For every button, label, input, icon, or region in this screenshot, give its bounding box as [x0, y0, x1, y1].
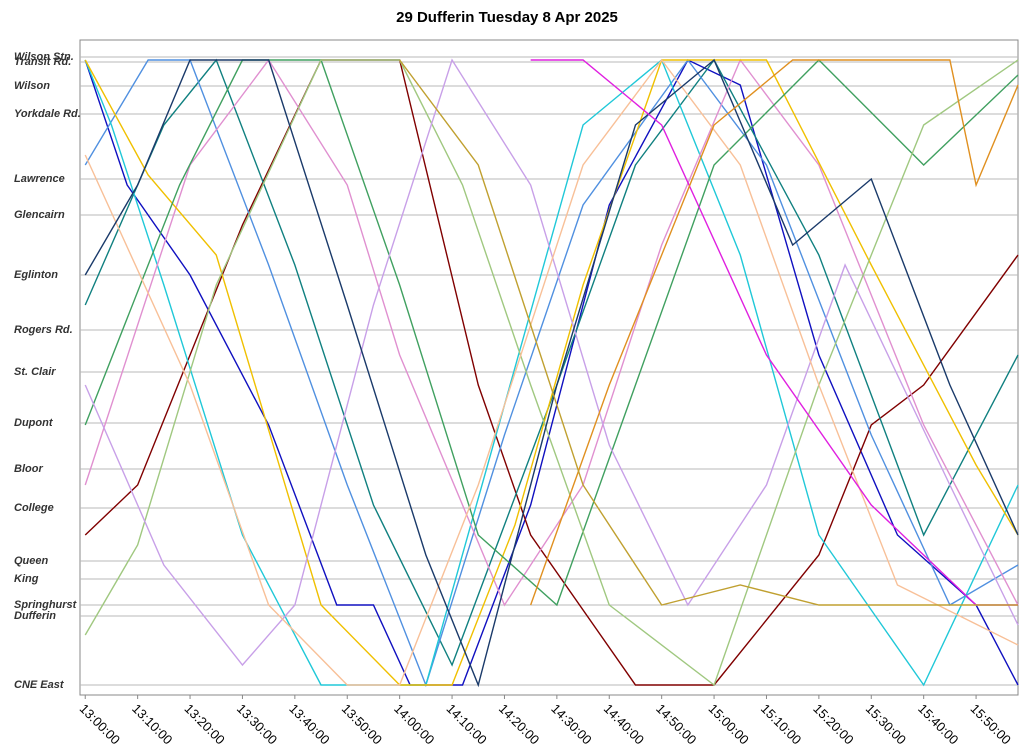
vehicle-trace — [530, 59, 1019, 606]
x-tick-label: 15:40:00 — [915, 701, 961, 746]
vehicle-trace — [84, 59, 1019, 687]
x-tick-label: 15:10:00 — [758, 701, 804, 746]
x-tick-label: 13:10:00 — [129, 701, 175, 746]
y-tick-label: Dufferin — [14, 610, 56, 622]
x-tick-label: 15:00:00 — [706, 701, 752, 746]
y-tick-label: Wilson Stn. — [14, 51, 74, 63]
vehicle-trace — [84, 59, 1019, 686]
y-tick-label: Springhurst — [14, 599, 78, 611]
x-tick-label: 13:30:00 — [234, 701, 280, 746]
y-tick-label: CNE East — [14, 679, 65, 691]
y-tick-label: King — [14, 573, 39, 585]
vehicle-trace — [84, 58, 1019, 607]
y-tick-label: Lawrence — [14, 173, 65, 185]
x-tick-label: 15:30:00 — [863, 701, 909, 746]
x-tick-label: 13:40:00 — [286, 701, 332, 746]
vehicle-trace — [399, 59, 1018, 606]
y-tick-label: College — [14, 502, 54, 514]
x-tick-label: 15:50:00 — [968, 701, 1014, 746]
vehicle-trace — [84, 59, 1019, 686]
y-tick-label: Queen — [14, 555, 49, 567]
y-tick-label: St. Clair — [14, 366, 56, 378]
y-tick-label: Glencairn — [14, 209, 65, 221]
vehicle-trace — [84, 58, 1019, 688]
vehicle-trace — [84, 58, 1019, 667]
vehicle-trace — [84, 59, 1019, 607]
x-tick-label: 14:30:00 — [548, 701, 594, 746]
x-tick-label: 13:00:00 — [77, 701, 123, 746]
y-tick-label: Yorkdale Rd. — [14, 108, 81, 120]
x-tick-label: 13:20:00 — [181, 701, 227, 746]
y-tick-label: Rogers Rd. — [14, 324, 73, 336]
x-tick-label: 13:50:00 — [339, 701, 385, 746]
x-tick-label: 14:50:00 — [653, 701, 699, 746]
y-tick-label: Transit Rd. — [14, 56, 71, 68]
plot-frame — [79, 39, 1019, 696]
chart-title: 29 Dufferin Tuesday 8 Apr 2025 — [396, 9, 618, 26]
vehicle-trace — [84, 59, 1019, 686]
y-tick-label: Eglinton — [14, 269, 58, 281]
x-tick-label: 15:20:00 — [810, 701, 856, 746]
vehicle-trace — [530, 59, 1018, 606]
x-tick-label: 14:10:00 — [444, 701, 490, 746]
y-tick-label: Bloor — [14, 463, 43, 475]
x-tick-label: 14:20:00 — [496, 701, 542, 746]
y-tick-label: Wilson — [14, 80, 50, 92]
x-tick-label: 14:40:00 — [601, 701, 647, 746]
y-tick-label: Dupont — [14, 417, 54, 429]
vehicle-trace — [84, 58, 1019, 667]
x-tick-label: 14:00:00 — [391, 701, 437, 746]
